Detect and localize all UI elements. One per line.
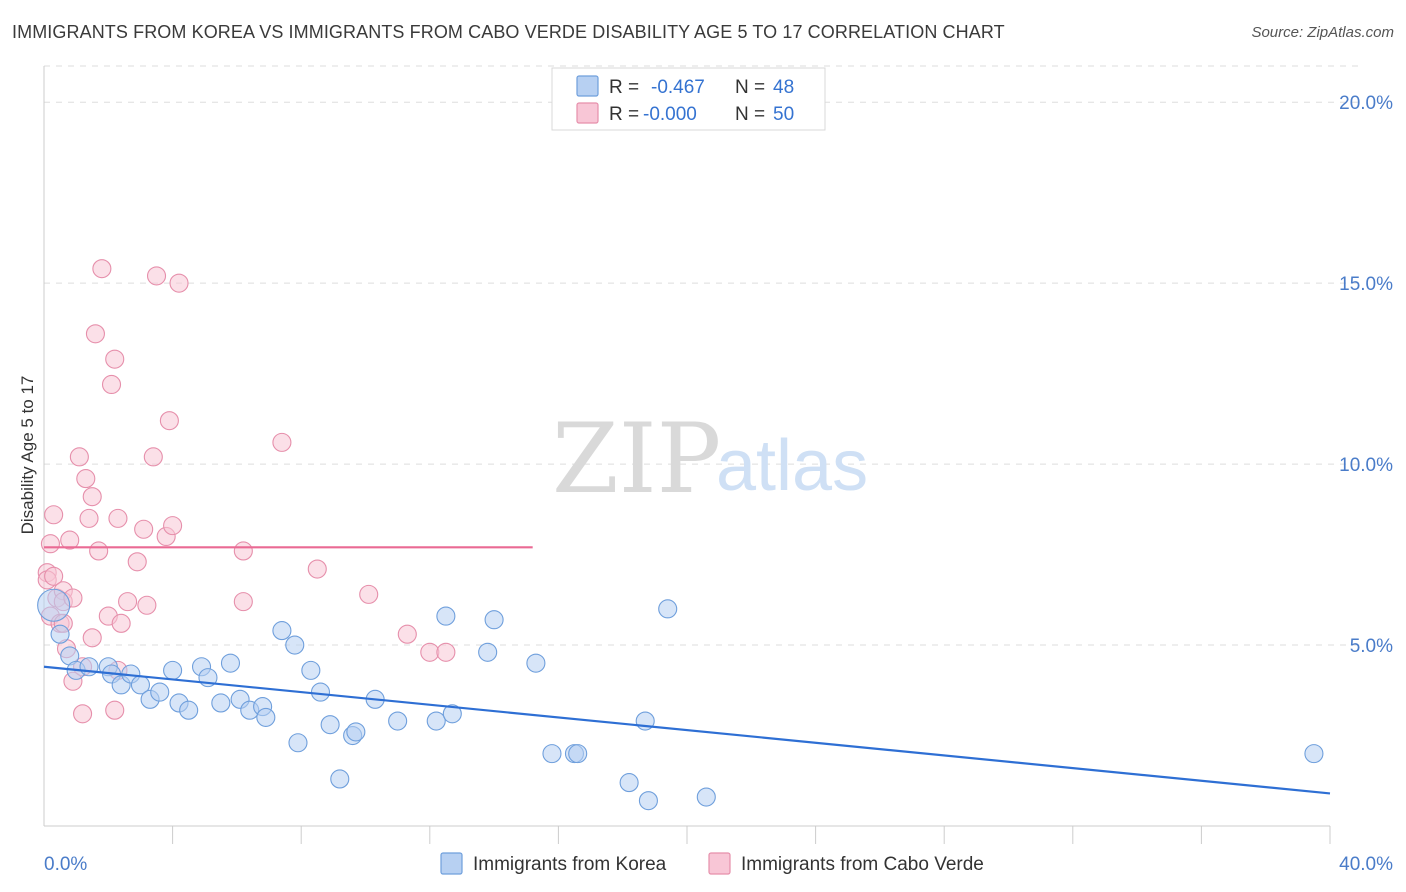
korea-point <box>79 657 99 677</box>
korea-point <box>658 599 678 619</box>
legend-n-cabo-verde: 50 <box>773 104 794 125</box>
legend-swatch-cabo-verde <box>576 102 599 124</box>
grid-lines <box>44 65 1360 646</box>
cabo-verde-point <box>307 559 327 579</box>
korea-point <box>272 621 292 641</box>
korea-point <box>256 707 276 727</box>
correlation-legend: R = -0.467 N = 48 R = -0.000 N = 50 <box>551 67 826 131</box>
korea-point <box>526 653 546 673</box>
korea-point <box>288 733 308 753</box>
x-tick-label: 40.0% <box>1339 854 1393 875</box>
cabo-verde-point <box>44 566 64 586</box>
korea-point <box>150 682 170 702</box>
chart-title: IMMIGRANTS FROM KOREA VS IMMIGRANTS FROM… <box>12 22 1005 42</box>
legend-n-label: N = <box>735 77 765 98</box>
cabo-verde-point <box>397 624 417 644</box>
cabo-verde-point <box>40 534 60 554</box>
bottom-legend-swatch-korea <box>440 852 463 875</box>
cabo-verde-point <box>272 432 292 452</box>
cabo-verde-point <box>111 613 131 633</box>
cabo-verde-point <box>89 541 109 561</box>
watermark-atlas: atlas <box>716 426 868 506</box>
cabo-verde-point <box>82 628 102 648</box>
legend-r-label: R = <box>609 104 639 125</box>
korea-point <box>211 693 231 713</box>
korea-point <box>484 610 504 630</box>
korea-point <box>696 787 716 807</box>
cabo-verde-point <box>169 273 189 293</box>
legend-r-korea: -0.467 <box>651 77 705 98</box>
series-legend: Immigrants from Korea Immigrants from Ca… <box>440 852 984 875</box>
cabo-verde-point <box>69 447 89 467</box>
cabo-verde-point <box>233 541 253 561</box>
korea-point <box>330 769 350 789</box>
korea-point <box>388 711 408 731</box>
cabo-verde-point <box>420 642 440 662</box>
cabo-verde-point <box>436 642 456 662</box>
cabo-verde-point <box>359 584 379 604</box>
korea-point <box>638 791 658 811</box>
korea-point <box>163 660 183 680</box>
y-tick-label: 15.0% <box>1339 274 1393 295</box>
cabo-verde-point <box>105 700 125 720</box>
cabo-verde-point <box>143 447 163 467</box>
korea-point <box>1304 744 1324 764</box>
watermark-zip: ZIP <box>552 403 721 515</box>
cabo-verde-point <box>92 259 112 279</box>
cabo-verde-point <box>163 516 183 536</box>
korea-point <box>37 588 71 622</box>
bottom-legend-korea: Immigrants from Korea <box>473 854 667 875</box>
cabo-verde-point <box>105 349 125 369</box>
cabo-verde-point <box>108 508 128 528</box>
korea-point <box>619 773 639 793</box>
cabo-verde-point <box>233 592 253 612</box>
cabo-verde-point <box>85 324 105 344</box>
y-tick-label: 10.0% <box>1339 455 1393 476</box>
source-label: Source: ZipAtlas.com <box>1251 24 1394 41</box>
korea-point <box>542 744 562 764</box>
cabo-verde-point <box>79 508 99 528</box>
cabo-verde-point <box>118 592 138 612</box>
cabo-verde-point <box>127 552 147 572</box>
korea-point <box>442 704 462 724</box>
korea-point <box>426 711 446 731</box>
cabo-verde-point <box>101 374 122 395</box>
korea-point <box>285 635 305 655</box>
korea-point <box>301 660 321 680</box>
cabo-verde-point <box>44 505 64 525</box>
cabo-verde-point <box>60 530 80 550</box>
legend-n-label: N = <box>735 104 765 125</box>
cabo-verde-point <box>146 266 167 286</box>
cabo-verde-point <box>82 487 102 507</box>
korea-point <box>436 606 456 626</box>
korea-point <box>220 653 241 673</box>
korea-trend-line <box>43 665 1331 795</box>
korea-point <box>50 624 70 644</box>
korea-point <box>568 744 588 764</box>
korea-point <box>179 700 199 720</box>
x-tick-label: 0.0% <box>44 854 87 875</box>
bottom-legend-swatch-cabo-verde <box>708 852 731 875</box>
y-tick-label: 5.0% <box>1350 636 1393 657</box>
cabo-verde-point <box>137 595 157 615</box>
legend-r-label: R = <box>609 77 639 98</box>
korea-point <box>346 722 366 742</box>
y-axis-label: Disability Age 5 to 17 <box>18 376 37 535</box>
cabo-verde-point <box>73 704 93 724</box>
legend-swatch-korea <box>576 75 599 97</box>
korea-point <box>310 682 331 702</box>
korea-point <box>320 715 340 735</box>
legend-n-korea: 48 <box>773 77 794 98</box>
axes <box>43 66 1331 844</box>
bottom-legend-cabo-verde: Immigrants from Cabo Verde <box>741 854 984 875</box>
cabo-verde-point <box>134 519 154 539</box>
y-tick-label: 20.0% <box>1339 93 1393 114</box>
watermark: ZIP atlas <box>552 403 868 515</box>
cabo-verde-point <box>159 411 179 431</box>
cabo-verde-point <box>76 469 96 489</box>
legend-r-cabo-verde: -0.000 <box>643 104 697 125</box>
korea-point <box>478 642 498 662</box>
